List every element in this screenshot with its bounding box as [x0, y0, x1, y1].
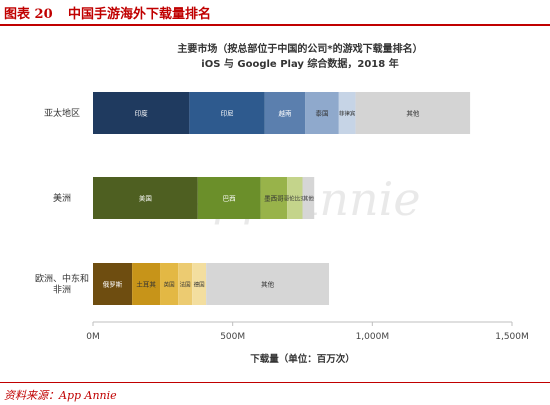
figure-footer: 资料来源：App Annie: [0, 382, 550, 405]
chart-title: 主要市场（按总部位于中国的公司*的游戏下载量排名）: [177, 44, 423, 55]
bar-segment: [206, 263, 330, 305]
source-note: 资料来源：App Annie: [4, 389, 117, 402]
bar-segment: [160, 263, 179, 305]
segment-label: 俄罗斯: [103, 280, 123, 289]
bar-segment: [302, 177, 315, 219]
bar-segment: [93, 263, 133, 305]
chart-subtitle: iOS 与 Google Play 综合数据，2018 年: [201, 59, 399, 70]
x-tick-label: 1,500M: [495, 332, 529, 342]
bar-segment: [192, 263, 207, 305]
figure-number: 图表 20: [4, 7, 53, 22]
segment-label: 哥伦比亚: [284, 195, 307, 203]
segment-label: 印尼: [221, 110, 234, 118]
bar-segment: [93, 177, 198, 219]
segment-label: 墨西哥: [264, 195, 284, 203]
segment-label: 越南: [279, 109, 293, 118]
segment-label: 其他: [406, 109, 420, 118]
segment-label: 菲律宾: [339, 110, 356, 118]
segment-label: 印度: [135, 109, 149, 118]
bar-segment: [189, 92, 265, 134]
segment-label: 美国: [139, 194, 152, 203]
figure-header: 图表 20 中国手游海外下载量排名: [0, 0, 550, 26]
segment-label: 德国: [194, 281, 206, 289]
bar-segment: [287, 177, 303, 219]
bar-segment: [132, 263, 161, 305]
bar-segment: [197, 177, 261, 219]
x-tick-label: 1,000M: [356, 332, 390, 342]
segment-label: 英国: [164, 281, 176, 289]
x-tick-label: 0M: [86, 332, 100, 342]
bar-segment: [355, 92, 471, 134]
bar-segment: [305, 92, 339, 134]
segment-label: 土耳其: [136, 280, 156, 289]
category-label: 欧洲、中东和非洲: [35, 273, 89, 296]
segment-label: 泰国: [316, 109, 329, 118]
bar-segment: [178, 263, 193, 305]
category-label: 亚太地区: [44, 107, 80, 119]
bar-segment: [338, 92, 356, 134]
segment-label: 法国: [180, 281, 192, 289]
x-axis-label: 下载量（单位：百万次）: [250, 353, 355, 365]
x-tick-label: 500M: [220, 332, 245, 342]
bar-segment: [93, 92, 190, 134]
stacked-bar-chart: App Annie亚太地区印度印尼越南泰国菲律宾其他美洲美国巴西墨西哥哥伦比亚其…: [35, 92, 529, 365]
category-label: 美洲: [53, 192, 71, 204]
segment-label: 巴西: [223, 195, 237, 203]
segment-label: 其他: [261, 280, 275, 289]
bar-segment: [264, 92, 306, 134]
figure-title: 中国手游海外下载量排名: [68, 7, 212, 22]
bar-segment: [260, 177, 288, 219]
segment-label: 其他: [303, 195, 315, 203]
